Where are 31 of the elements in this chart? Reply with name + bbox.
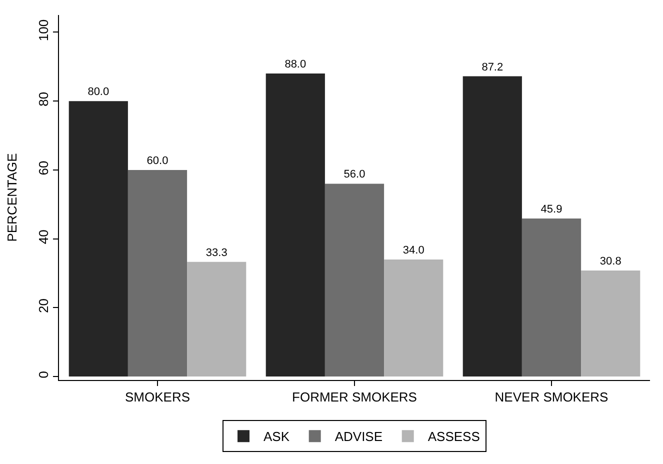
- text: 87.2: [482, 61, 504, 74]
- text: 88.0: [284, 58, 306, 71]
- text: 56.0: [344, 168, 366, 181]
- y-tick-label: 0: [36, 370, 51, 378]
- bar: [384, 259, 444, 377]
- text: 45.9: [540, 204, 562, 216]
- legend-label: ADVISE: [334, 429, 383, 444]
- bar: [266, 74, 325, 377]
- text: 80.0: [88, 86, 110, 98]
- legend-label: ASSESS: [428, 429, 480, 444]
- y-tick-label: 80: [36, 92, 51, 106]
- x-tick-label: NEVER SMOKERS: [494, 390, 609, 405]
- bar: [581, 270, 640, 377]
- bar: [462, 76, 522, 377]
- x-tick-label: FORMER SMOKERS: [292, 390, 418, 405]
- bar: [68, 101, 128, 377]
- text: 33.3: [206, 246, 228, 259]
- bar: [324, 184, 384, 377]
- legend-label: ASK: [264, 429, 290, 444]
- text: 60.0: [146, 154, 168, 167]
- text: 34.0: [402, 244, 424, 256]
- y-tick-label: 20: [36, 298, 51, 313]
- bar: [187, 262, 246, 377]
- y-tick-label: 40: [36, 230, 51, 244]
- bar: [522, 218, 582, 377]
- y-tick-label: 100: [36, 19, 51, 42]
- y-axis-title: PERCENTAGE: [4, 152, 20, 242]
- text: 30.8: [600, 256, 622, 268]
- bar: [128, 170, 188, 377]
- x-tick-label: SMOKERS: [124, 390, 190, 405]
- y-tick-label: 60: [36, 160, 51, 176]
